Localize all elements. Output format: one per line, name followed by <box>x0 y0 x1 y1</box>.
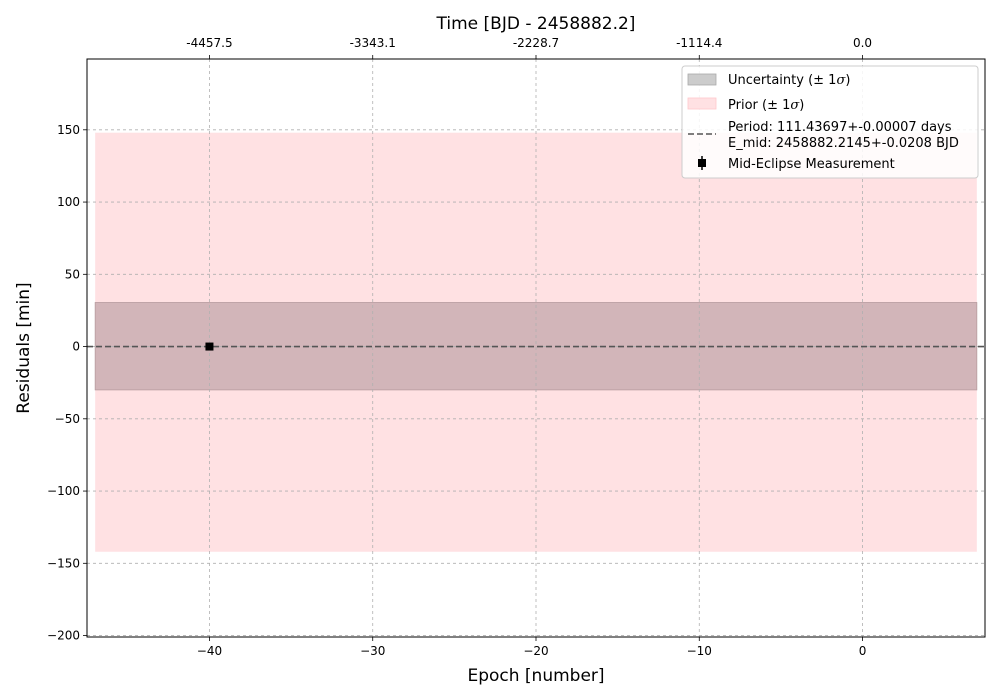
x-axis-title: Epoch [number] <box>467 666 604 686</box>
points-layer <box>205 342 214 351</box>
top-tick-label-2: -2228.7 <box>513 36 559 50</box>
legend-uncertainty-swatch <box>687 73 717 86</box>
top-tick-label-4: 0.0 <box>853 36 872 50</box>
legend-box <box>681 65 979 179</box>
y-tick-label-3: 0 <box>72 340 80 354</box>
x-tick-label-3: −10 <box>687 644 712 658</box>
top-axis-title: Time [BJD - 2458882.2] <box>436 14 636 34</box>
x-tick-label-2: −20 <box>523 644 548 658</box>
x-tick-label-4: 0 <box>859 644 867 658</box>
ticks-layer: −40 −30 −20 −10 0-4457.5 -3343.1 -2228.7 -1114.… <box>47 36 872 658</box>
y-tick-label-0: 150 <box>57 123 80 137</box>
y-tick-label-6: −150 <box>47 556 80 570</box>
top-tick-label-1: -3343.1 <box>350 36 396 50</box>
top-tick-label-0: -4457.5 <box>186 36 232 50</box>
legend-period-label: Period: 111.43697+-0.00007 days <box>728 120 952 135</box>
legend-measurement-marker <box>698 159 706 167</box>
legend-prior-label: Prior (± 1σ) <box>728 98 804 113</box>
data-point-0-0 <box>205 342 214 351</box>
y-tick-label-2: 50 <box>65 267 80 281</box>
x-tick-label-0: −40 <box>197 644 222 658</box>
top-tick-label-3: -1114.4 <box>676 36 722 50</box>
legend-emid-label: E_mid: 2458882.2145+-0.0208 BJD <box>728 136 959 151</box>
legend-prior-swatch <box>687 97 717 110</box>
x-tick-label-1: −30 <box>360 644 385 658</box>
y-tick-label-5: −100 <box>47 484 80 498</box>
y-tick-label-7: −200 <box>47 629 80 643</box>
y-tick-label-1: 100 <box>57 195 80 209</box>
y-axis-title: Residuals [min] <box>14 282 34 413</box>
legend: Uncertainty (± 1σ) Prior (± 1σ) Period: … <box>681 65 979 179</box>
legend-measurement-label: Mid-Eclipse Measurement <box>728 157 895 172</box>
legend-uncertainty-label: Uncertainty (± 1σ) <box>728 73 850 88</box>
y-tick-label-4: −50 <box>55 412 80 426</box>
